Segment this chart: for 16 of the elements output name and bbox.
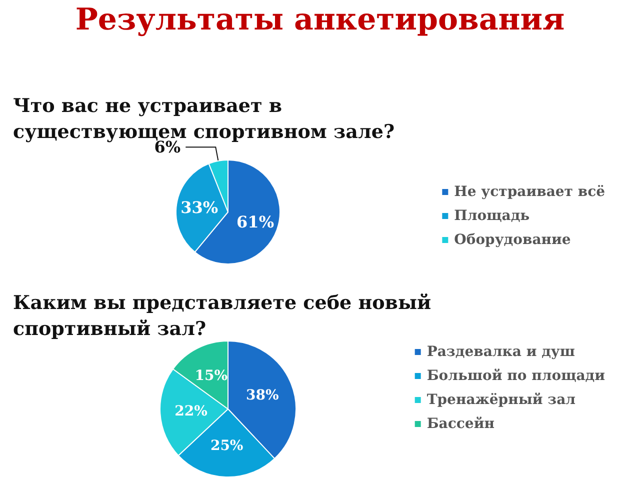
chart-title: Каким вы представляете себе новый спортивный зал?	[13, 292, 438, 340]
data-label: 15%	[194, 368, 228, 384]
data-label: 38%	[246, 387, 279, 404]
data-label: 22%	[174, 403, 208, 420]
legend-label: Бассейн	[426, 416, 494, 432]
legend-label: Тренажёрный зал	[426, 392, 576, 408]
chart-title: Результаты анкетирования	[75, 2, 565, 38]
data-label: 61%	[236, 212, 274, 232]
chart-subtitle: Что вас не устраивает в существующем спортивном зале?	[13, 95, 395, 143]
legend-label: Не устраивает всё	[454, 184, 606, 200]
legend-label: Площадь	[454, 208, 530, 224]
legend-label: Раздевалка и душ	[426, 344, 575, 360]
data-label: 25%	[210, 438, 244, 454]
legend-label: Оборудование	[454, 232, 571, 248]
data-label: 33%	[180, 198, 218, 217]
legend-label: Большой по площади	[426, 368, 606, 384]
